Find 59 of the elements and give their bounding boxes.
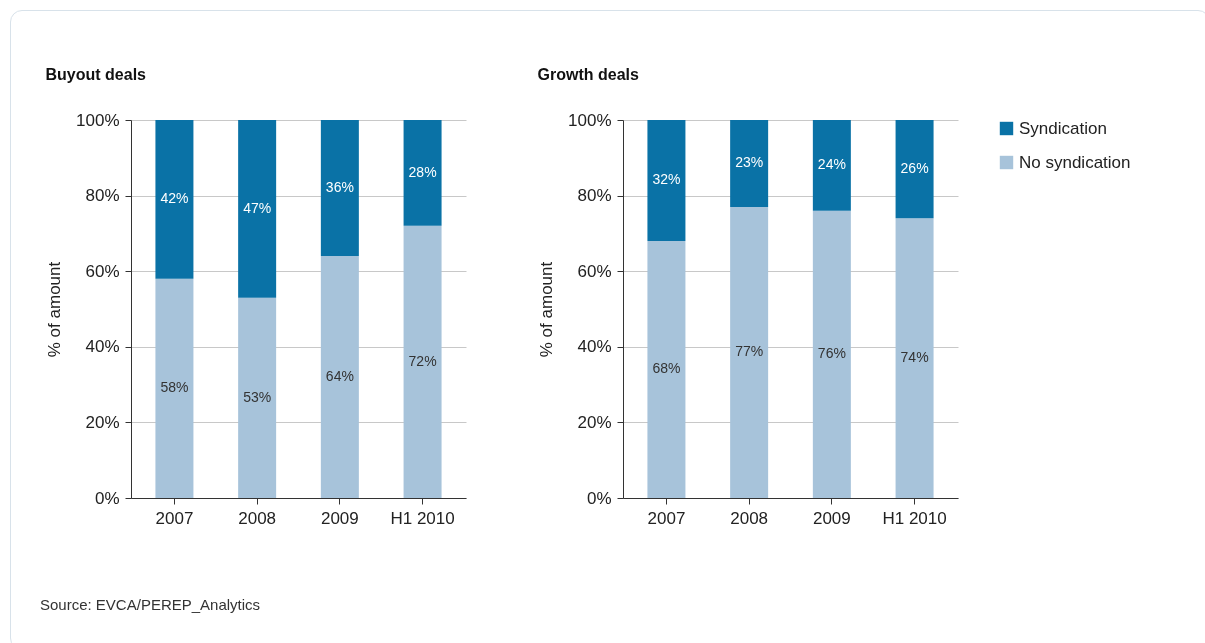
- bar: [895, 120, 934, 219]
- y-tick-label: 0%: [586, 488, 612, 508]
- x-tick-label: 2009: [812, 508, 851, 528]
- bar: [812, 210, 851, 498]
- data-label: 28%: [408, 163, 437, 180]
- data-label: 23%: [735, 154, 764, 171]
- bar: [730, 206, 769, 498]
- bar: [155, 120, 194, 279]
- data-label: 42%: [160, 190, 189, 207]
- y-tick-label: 80%: [85, 186, 120, 206]
- data-label: 26%: [900, 160, 929, 177]
- data-label: 24%: [817, 156, 846, 173]
- bar: [155, 278, 194, 498]
- y-axis-title: % of amount: [537, 261, 557, 358]
- data-label: 72%: [408, 352, 437, 369]
- data-label: 58%: [160, 379, 189, 396]
- legend-label: No syndication: [1019, 152, 1131, 172]
- y-tick-label: 0%: [94, 488, 120, 508]
- bar: [647, 240, 686, 498]
- bar: [320, 120, 359, 257]
- data-label: 74%: [900, 349, 929, 366]
- data-label: 77%: [735, 343, 764, 360]
- chart-title: Buyout deals: [45, 66, 147, 83]
- data-label: 64%: [325, 368, 354, 385]
- source-note: Source: EVCA/PEREP_Analytics: [40, 596, 261, 613]
- bar: [320, 256, 359, 498]
- y-tick-label: 100%: [76, 110, 120, 130]
- chart-title: Growth deals: [537, 66, 639, 83]
- x-tick-label: 2009: [320, 508, 359, 528]
- x-tick-label: 2007: [647, 508, 686, 528]
- y-tick-label: 40%: [85, 337, 120, 357]
- y-tick-label: 60%: [85, 261, 120, 281]
- bar: [895, 218, 934, 498]
- bar: [238, 120, 277, 298]
- y-tick-label: 40%: [577, 337, 612, 357]
- x-tick-label: 2007: [155, 508, 194, 528]
- y-tick-label: 60%: [577, 261, 612, 281]
- data-label: 47%: [243, 199, 272, 216]
- bar: [812, 120, 851, 211]
- x-tick-label: 2008: [730, 508, 769, 528]
- data-label: 32%: [652, 171, 681, 188]
- data-label: 76%: [817, 345, 846, 362]
- y-tick-label: 100%: [568, 110, 612, 130]
- bar: [403, 225, 442, 498]
- data-label: 36%: [325, 179, 354, 196]
- y-tick-label: 80%: [577, 186, 612, 206]
- x-tick-label: H1 2010: [390, 508, 455, 528]
- data-label: 68%: [652, 360, 681, 377]
- y-axis-title: % of amount: [45, 261, 65, 358]
- bar: [647, 120, 686, 241]
- data-label: 53%: [243, 388, 272, 405]
- x-tick-label: H1 2010: [882, 508, 947, 528]
- bar: [403, 120, 442, 226]
- y-tick-label: 20%: [577, 412, 612, 432]
- bar: [238, 297, 277, 498]
- y-tick-label: 20%: [85, 412, 120, 432]
- x-tick-label: 2008: [238, 508, 277, 528]
- legend-label: Syndication: [1019, 118, 1107, 138]
- bar: [730, 120, 769, 207]
